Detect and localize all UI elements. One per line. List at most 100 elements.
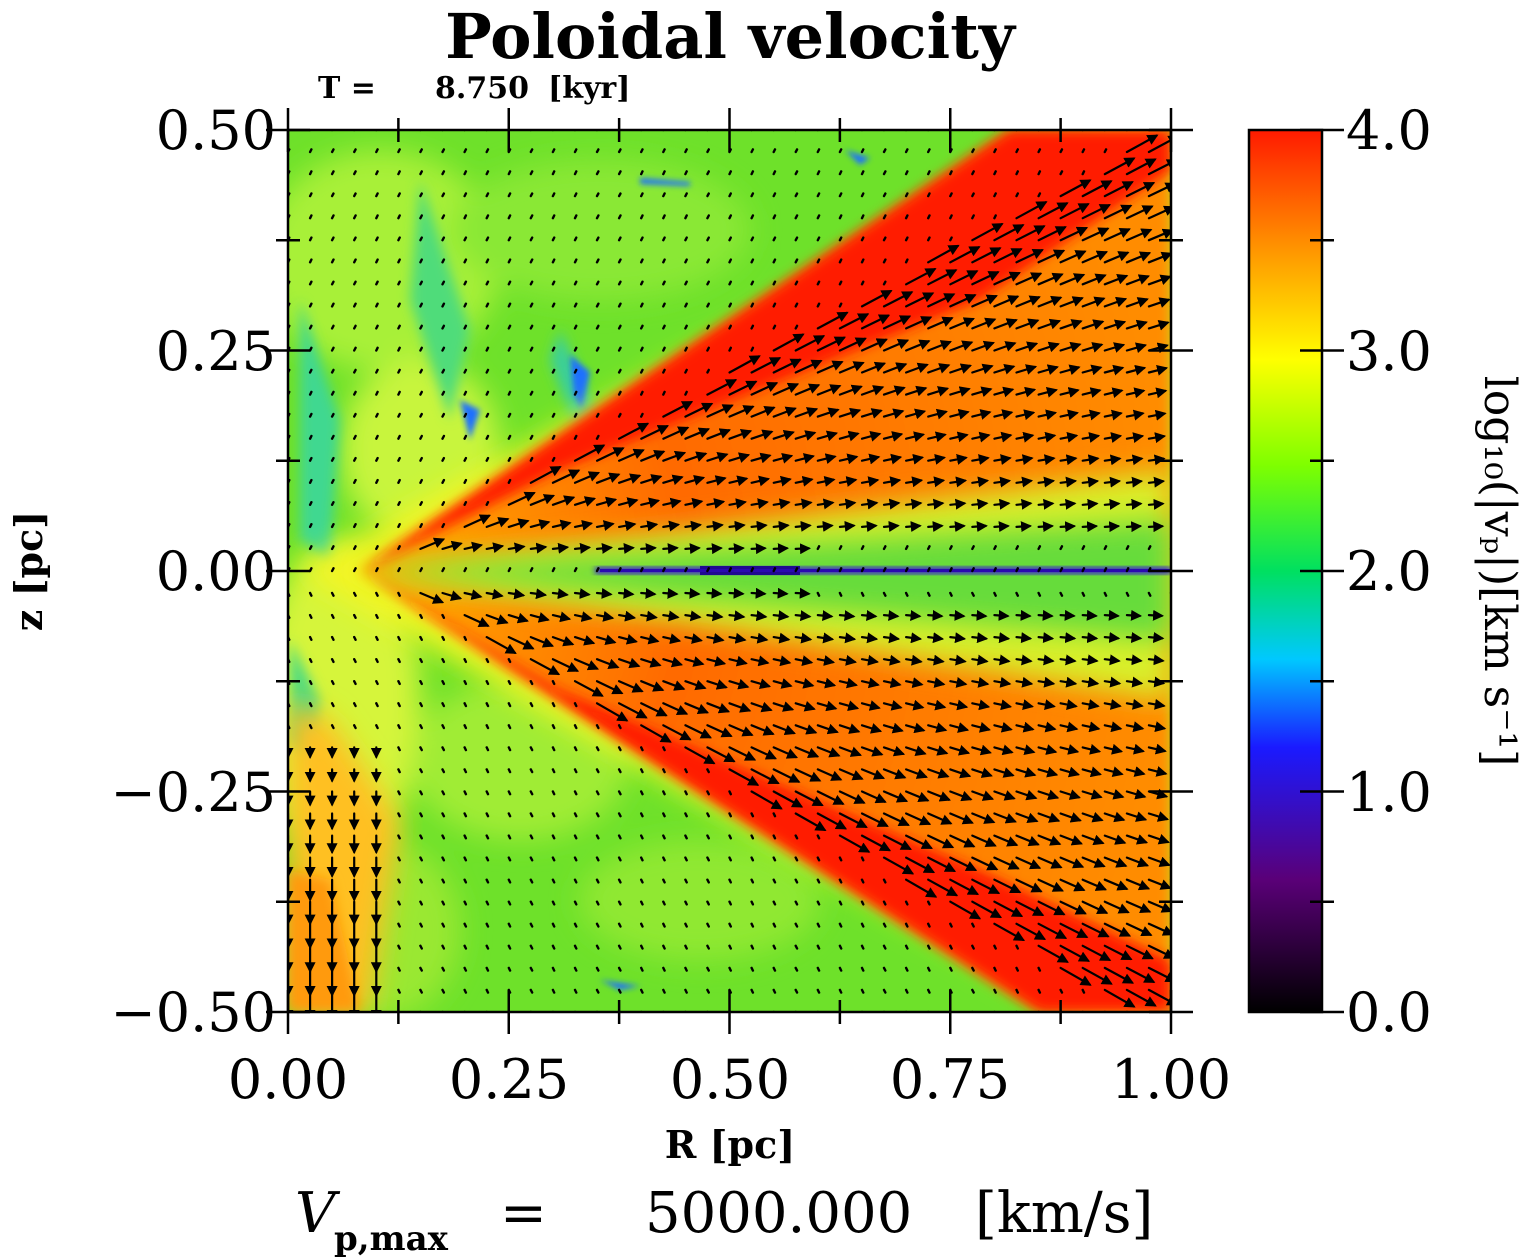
velocity-arrow [485, 658, 490, 664]
velocity-arrow [1015, 225, 1046, 242]
velocity-arrow [971, 966, 975, 972]
velocity-arrow [860, 654, 879, 666]
velocity-arrow [927, 148, 931, 154]
velocity-arrow [573, 471, 601, 484]
velocity-arrow [441, 478, 446, 484]
velocity-arrow [419, 834, 423, 840]
velocity-arrow [573, 324, 578, 330]
velocity-arrow [728, 790, 732, 796]
velocity-arrow [684, 679, 707, 691]
velocity-arrow [617, 834, 622, 840]
velocity-arrow [971, 409, 992, 420]
velocity-arrow [860, 988, 865, 994]
velocity-arrow [949, 856, 978, 872]
velocity-arrow [860, 900, 865, 906]
velocity-arrow [1037, 789, 1060, 801]
velocity-arrow [728, 678, 750, 690]
velocity-arrow [904, 453, 925, 465]
velocity-arrow [1147, 743, 1167, 755]
velocity-arrow [397, 680, 401, 686]
velocity-arrow [595, 768, 600, 774]
velocity-arrow [507, 702, 512, 708]
velocity-arrow [573, 702, 578, 708]
velocity-arrow [860, 280, 865, 286]
velocity-arrow [463, 280, 468, 286]
velocity-arrow [308, 658, 313, 664]
x-axis-label: R [pc] [665, 1122, 795, 1167]
velocity-arrow [375, 258, 379, 264]
velocity-arrow [816, 812, 848, 830]
velocity-arrow [1081, 609, 1098, 621]
velocity-arrow [993, 834, 1019, 847]
velocity-arrow [860, 453, 881, 465]
velocity-arrow [1059, 567, 1064, 573]
velocity-arrow [595, 746, 600, 752]
velocity-arrow [617, 746, 622, 752]
velocity-arrow [441, 390, 446, 396]
velocity-arrow [1015, 318, 1040, 330]
velocity-arrow [1125, 632, 1143, 643]
velocity-arrow [375, 434, 379, 440]
velocity-arrow [794, 878, 799, 884]
velocity-arrow [375, 170, 379, 176]
velocity-arrow [750, 498, 769, 510]
velocity-arrow [1169, 812, 1171, 815]
velocity-arrow [706, 258, 710, 264]
velocity-arrow [1169, 1010, 1171, 1012]
velocity-arrow [971, 431, 991, 443]
velocity-arrow [971, 722, 991, 733]
velocity-arrow [507, 768, 512, 774]
velocity-arrow [971, 247, 1002, 264]
velocity-arrow [595, 412, 600, 418]
colorbar-tick-label: 2.0 [1346, 540, 1432, 603]
velocity-arrow [706, 543, 723, 555]
velocity-arrow [684, 427, 711, 440]
velocity-arrow [838, 302, 843, 308]
velocity-arrow [750, 170, 755, 176]
velocity-arrow [397, 192, 401, 198]
velocity-arrow [949, 192, 953, 198]
velocity-arrow [904, 609, 922, 621]
velocity-arrow [617, 497, 639, 508]
velocity-arrow [1015, 476, 1034, 488]
velocity-arrow [1147, 833, 1170, 845]
velocity-arrow [1103, 900, 1130, 914]
velocity-arrow [617, 900, 622, 906]
velocity-arrow [772, 214, 777, 220]
velocity-arrow [353, 170, 357, 176]
velocity-arrow [353, 412, 357, 418]
velocity-arrow [750, 966, 755, 972]
velocity-arrow [772, 610, 790, 622]
velocity-arrow [750, 834, 755, 840]
velocity-arrow [662, 768, 666, 774]
velocity-arrow [397, 324, 401, 330]
velocity-arrow [1125, 134, 1159, 154]
velocity-arrow [794, 655, 814, 666]
velocity-arrow [772, 324, 777, 330]
velocity-arrow [706, 192, 710, 198]
velocity-arrow [662, 944, 666, 950]
velocity-arrow [485, 214, 490, 220]
velocity-arrow [882, 632, 901, 644]
velocity-arrow [419, 746, 423, 752]
velocity-arrow [993, 386, 1015, 398]
velocity-arrow [750, 655, 770, 667]
velocity-arrow [1169, 503, 1171, 506]
velocity-arrow [463, 878, 468, 884]
velocity-arrow [882, 339, 910, 352]
velocity-arrow [397, 478, 401, 484]
velocity-arrow [640, 944, 644, 950]
velocity-arrow [573, 878, 578, 884]
velocity-arrow [927, 476, 946, 488]
velocity-arrow [1169, 834, 1171, 837]
velocity-arrow [838, 384, 863, 396]
velocity-arrow [993, 363, 1016, 375]
velocity-arrow [441, 856, 446, 862]
velocity-arrow [971, 591, 975, 597]
velocity-arrow [662, 520, 681, 532]
velocity-arrow [1147, 297, 1171, 308]
velocity-arrow [750, 192, 755, 198]
velocity-arrow [640, 449, 666, 462]
velocity-arrow [595, 258, 600, 264]
velocity-arrow [551, 519, 572, 531]
